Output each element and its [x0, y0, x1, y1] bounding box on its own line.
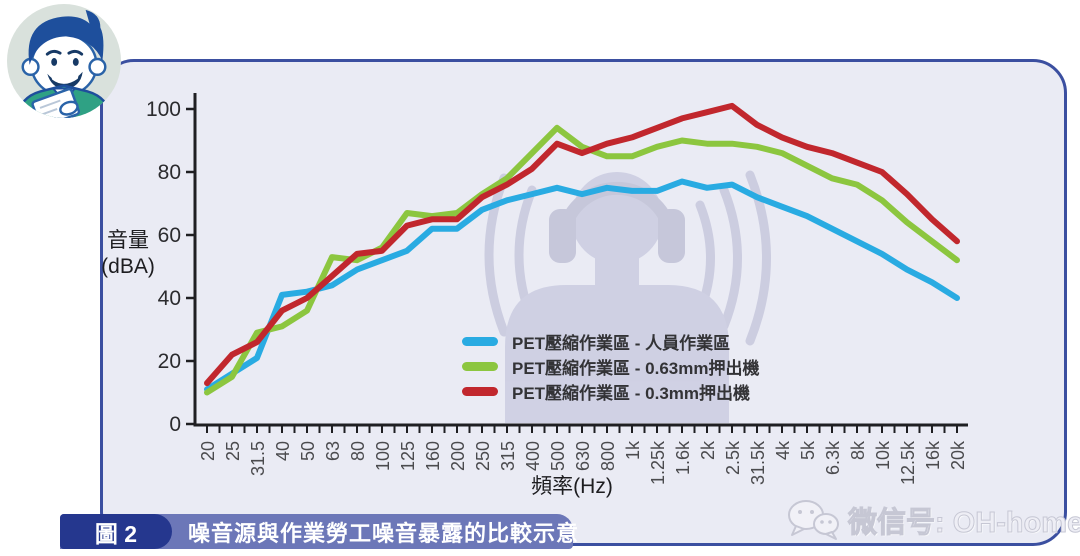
legend-swatch-red-line	[462, 387, 498, 396]
y-axis-title-line2: (dBA)	[101, 255, 155, 278]
wechat-watermark: 微信号: OH-home	[786, 498, 1080, 542]
legend-item-03mm-extruder: PET壓縮作業區 - 0.3mm押出機	[462, 379, 760, 404]
x-axis-title: 頻率(Hz)	[531, 475, 613, 498]
legend-item-063mm-extruder: PET壓縮作業區 - 0.63mm押出機	[462, 354, 760, 379]
cartoon-man-icon	[15, 9, 113, 118]
legend-label: PET壓縮作業區 - 0.3mm押出機	[512, 384, 751, 403]
figure-caption: 圖 2 噪音源與作業勞工噪音暴露的比較示意	[60, 514, 578, 549]
y-axis-title-line1: 音量	[107, 229, 149, 252]
figure-number-badge: 圖 2	[60, 514, 172, 549]
legend-item-personnel-area: PET壓縮作業區 - 人員作業區	[462, 329, 760, 354]
advisor-avatar	[7, 4, 121, 118]
y-axis-title: 音量 (dBA)	[94, 228, 162, 280]
legend-swatch-blue-line	[462, 337, 498, 346]
figure-caption-text: 噪音源與作業勞工噪音暴露的比較示意	[188, 520, 580, 546]
legend-swatch-green-line	[462, 362, 498, 371]
legend-label: PET壓縮作業區 - 人員作業區	[512, 334, 731, 353]
chart-legend: PET壓縮作業區 - 人員作業區 PET壓縮作業區 - 0.63mm押出機 PE…	[462, 329, 760, 404]
wechat-id-text: 微信号: OH-home	[847, 507, 1080, 540]
wechat-icon	[788, 500, 839, 540]
legend-label: PET壓縮作業區 - 0.63mm押出機	[512, 359, 760, 378]
